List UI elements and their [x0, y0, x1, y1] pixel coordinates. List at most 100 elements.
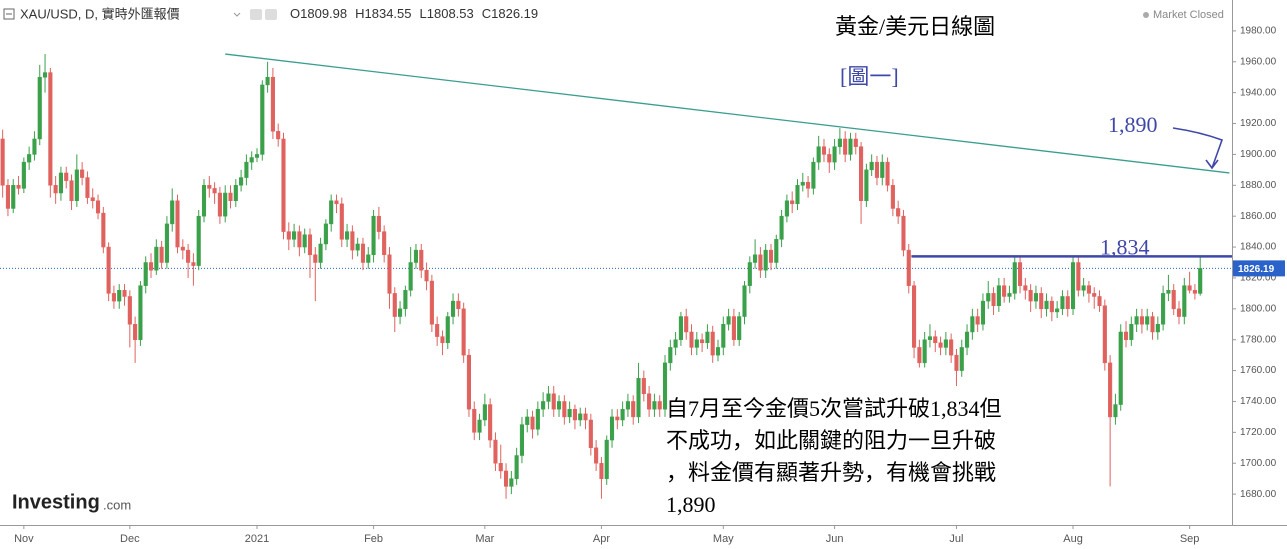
candle-body: [154, 246, 159, 271]
y-tick-label: 1760.00: [1240, 365, 1277, 376]
logo-text: Investing: [12, 491, 100, 513]
candle-body: [943, 339, 948, 348]
candle-body: [265, 76, 270, 86]
candle-body: [64, 172, 69, 181]
candle-body: [424, 269, 429, 282]
candle-body: [965, 331, 970, 348]
candle-body: [217, 192, 222, 217]
candle-body: [827, 154, 832, 163]
candle-body: [636, 378, 641, 418]
candle-body: [0, 138, 5, 186]
candle-body: [503, 470, 509, 487]
candle-body: [970, 316, 975, 333]
candle-body: [980, 300, 986, 325]
candle-body: [498, 462, 503, 472]
candle-body: [186, 249, 191, 263]
candle-body: [859, 146, 864, 201]
eye-icon[interactable]: [265, 9, 277, 20]
candle-body: [525, 416, 530, 425]
candle-body: [244, 161, 249, 178]
x-tick-label: Apr: [593, 533, 610, 545]
collapse-icon[interactable]: [3, 8, 15, 20]
candle-body: [461, 308, 466, 356]
candle-body: [519, 424, 524, 456]
candle-body: [631, 401, 636, 418]
candle-body: [1171, 290, 1176, 310]
candle-body: [286, 231, 291, 240]
settings-icon[interactable]: [250, 9, 262, 20]
candle-body: [5, 185, 11, 209]
candle-body: [101, 212, 106, 248]
candle-body: [594, 447, 599, 464]
candle-body: [127, 296, 132, 325]
candle-body: [546, 393, 551, 402]
candle-body: [657, 401, 662, 410]
header: XAU/USD, D, 實時外匯報價 O1809.98 H1834.55 L1808…: [3, 6, 1224, 21]
candle-body: [880, 161, 885, 178]
candle-body: [1182, 285, 1187, 317]
candle-body: [1028, 290, 1033, 302]
market-status: Market Closed: [1153, 9, 1224, 21]
candle-body: [345, 231, 350, 240]
candle-body: [885, 161, 890, 186]
candle-body: [85, 177, 90, 198]
candle-body: [472, 408, 477, 433]
annotation-line: 不成功，如此關鍵的阻力一旦升破: [666, 428, 996, 453]
candle-body: [1092, 293, 1097, 297]
candle-body: [1033, 293, 1038, 302]
candle-body: [392, 293, 397, 317]
last-price-tag: [1233, 260, 1285, 277]
candle-body: [753, 254, 758, 263]
candle-body: [705, 331, 710, 344]
dropdown-icon[interactable]: [233, 12, 241, 17]
candle-body: [731, 316, 736, 340]
candle-body: [1192, 290, 1197, 294]
candle-body: [260, 84, 265, 155]
y-tick-label: 1780.00: [1240, 334, 1277, 345]
candle-body: [912, 285, 917, 348]
candle-body: [360, 243, 366, 263]
candle-body: [398, 308, 403, 317]
candle-body: [509, 478, 514, 487]
candle-body: [233, 185, 238, 201]
candle-body: [1198, 268, 1203, 294]
candle-body: [890, 185, 895, 209]
candle-body: [270, 76, 275, 132]
candle-body: [297, 231, 302, 248]
x-tick-label: Nov: [14, 533, 34, 545]
candle-body: [662, 362, 668, 410]
candle-body: [768, 249, 774, 263]
candle-body: [609, 416, 615, 441]
candle-body: [413, 249, 419, 263]
x-tick-label: Aug: [1063, 533, 1083, 545]
y-tick-label: 1980.00: [1240, 26, 1277, 37]
logo-suffix: .com: [103, 497, 131, 512]
x-tick-label: Mar: [475, 533, 494, 545]
candle-body: [869, 161, 874, 171]
candle-body: [694, 339, 699, 348]
candle-body: [1065, 296, 1070, 310]
target-label: 1,890: [1108, 112, 1158, 137]
candle-body: [323, 223, 328, 245]
candle-body: [239, 177, 244, 186]
ohlc-value: 1809.98: [300, 6, 347, 21]
plot-area: [0, 53, 1232, 499]
candle-body: [117, 290, 122, 302]
candle-body: [689, 331, 694, 348]
x-tick-label: Feb: [364, 533, 383, 545]
candle-body: [927, 336, 933, 340]
candle-body: [837, 138, 842, 147]
x-tick-label: May: [713, 533, 734, 545]
candle-body: [763, 249, 768, 271]
candle-body: [1145, 316, 1150, 325]
candle-body: [949, 339, 954, 356]
ohlc-values: O1809.98 H1834.55 L1808.53 C1826.19: [290, 6, 538, 21]
candle-body: [307, 234, 313, 256]
candle-body: [69, 180, 74, 201]
candle-body: [678, 316, 683, 340]
candle-body: [254, 154, 260, 158]
candle-body: [906, 249, 911, 286]
candle-body: [790, 200, 795, 205]
y-tick-label: 1840.00: [1240, 242, 1277, 253]
